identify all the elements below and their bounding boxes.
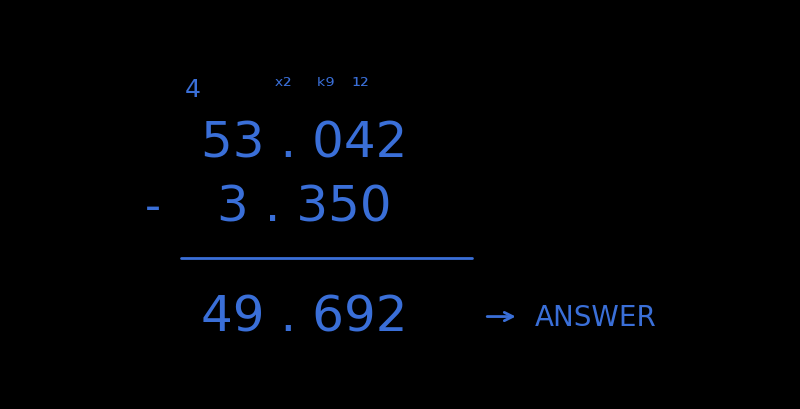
Text: 53 . 042: 53 . 042	[202, 119, 408, 168]
Text: ANSWER: ANSWER	[535, 303, 657, 331]
Text: 3 . 350: 3 . 350	[218, 182, 392, 231]
Text: ˣ²: ˣ²	[274, 77, 292, 97]
Text: 4: 4	[185, 78, 201, 102]
Text: ᵏ⁹: ᵏ⁹	[317, 77, 335, 97]
Text: 49 . 692: 49 . 692	[202, 293, 408, 341]
Text: ¹²: ¹²	[351, 77, 370, 97]
Text: -: -	[145, 185, 161, 228]
